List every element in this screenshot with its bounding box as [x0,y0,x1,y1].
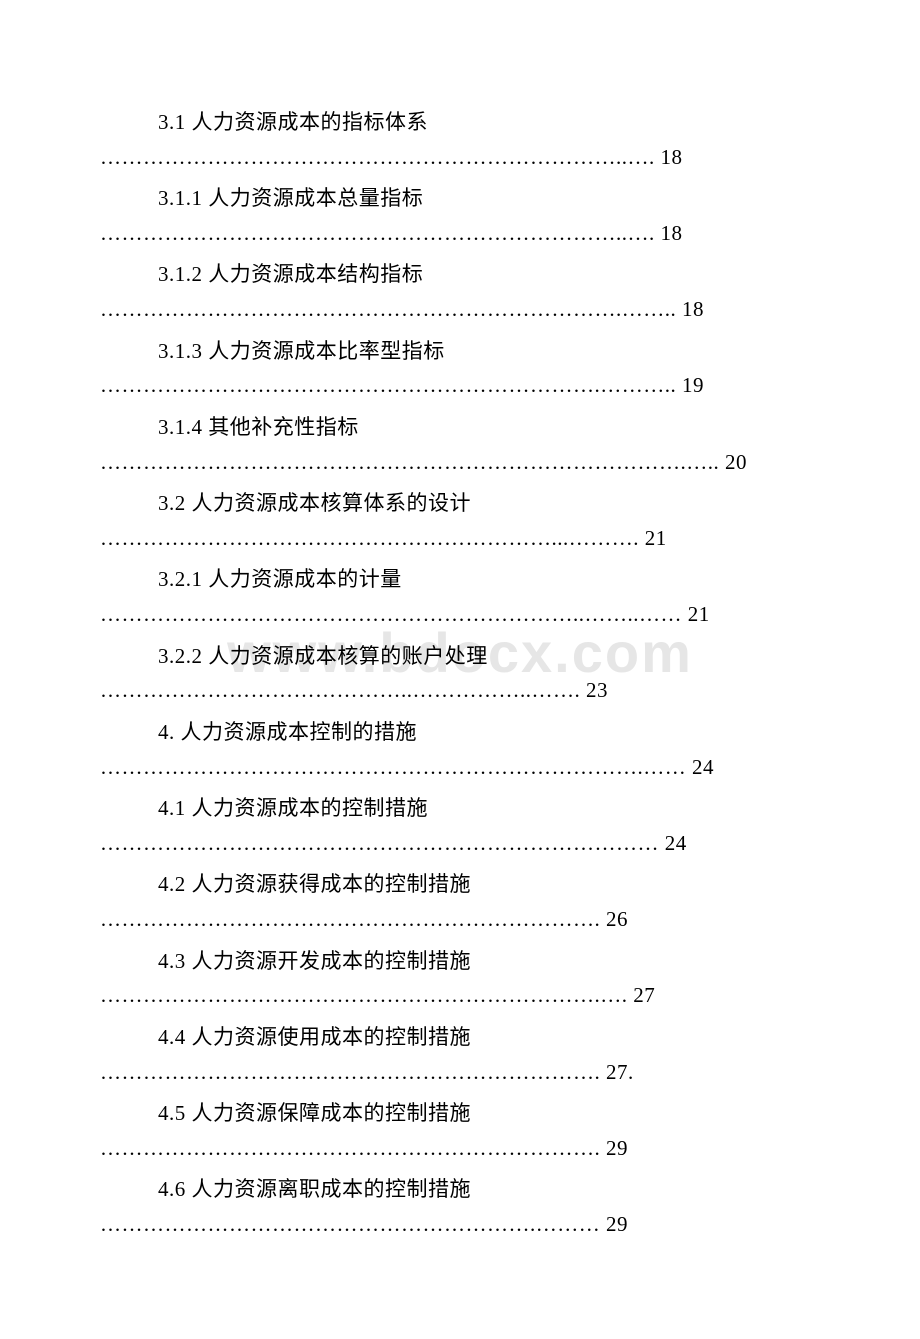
toc-title: 3.1.4 其他补充性指标 [100,410,820,446]
toc-title: 4.2 人力资源获得成本的控制措施 [100,867,820,903]
toc-leader: ……………………………………………………………. 27. [100,1056,820,1089]
toc-entry: 3.2.1 人力资源成本的计量 …………………………………………………………..… [100,562,820,630]
toc-title: 4.6 人力资源离职成本的控制措施 [100,1172,820,1208]
toc-entry: 4. 人力资源成本控制的措施 …………………………………………………………………… [100,715,820,783]
toc-title: 3.2.1 人力资源成本的计量 [100,562,820,598]
toc-entry: 4.6 人力资源离职成本的控制措施 …………………………………………………….…… [100,1172,820,1240]
toc-title: 4.1 人力资源成本的控制措施 [100,791,820,827]
toc-title: 3.1.1 人力资源成本总量指标 [100,181,820,217]
toc-title: 4.5 人力资源保障成本的控制措施 [100,1096,820,1132]
toc-title: 3.2.2 人力资源成本核算的账户处理 [100,639,820,675]
toc-leader: ……………………………………………………………….…….. 18 [100,293,820,326]
toc-leader: ……………………………………………………………. 29 [100,1132,820,1165]
toc-title: 4.3 人力资源开发成本的控制措施 [100,944,820,980]
toc-leader: ………………………………………………………...………. 21 [100,522,820,555]
toc-entry: 3.1 人力资源成本的指标体系 ………………………………………………………………… [100,105,820,173]
toc-leader: ………………………………………………………………..…. 18 [100,217,820,250]
toc-content: 3.1 人力资源成本的指标体系 ………………………………………………………………… [100,105,820,1241]
toc-entry: 3.1.1 人力资源成本总量指标 ……………………………………………………………… [100,181,820,249]
toc-leader: ……………………………………………………………. 26 [100,903,820,936]
toc-entry: 4.3 人力资源开发成本的控制措施 …………………………………………………………… [100,944,820,1012]
toc-leader: ………………………………………………………………..…. 18 [100,141,820,174]
toc-title: 3.1.2 人力资源成本结构指标 [100,257,820,293]
toc-entry: 3.1.4 其他补充性指标 ……………………………………………………………………… [100,410,820,478]
toc-leader: …………………………………………………………….……….. 19 [100,369,820,402]
toc-leader: …………………………………………………………………… 24 [100,827,820,860]
toc-leader: ……………………………………..……………..……. 23 [100,674,820,707]
toc-entry: 3.1.2 人力资源成本结构指标 ……………………………………………………………… [100,257,820,325]
toc-leader: …………………………………………………….……… 29 [100,1208,820,1241]
toc-entry: 3.1.3 人力资源成本比率型指标 …………………………………………………………… [100,334,820,402]
document-page: www.bdocx.com 3.1 人力资源成本的指标体系 …………………………… [0,0,920,1339]
toc-leader: …………………………………………………………..……..…… 21 [100,598,820,631]
toc-entry: 4.1 人力资源成本的控制措施 ………………………………………………………………… [100,791,820,859]
toc-title: 4.4 人力资源使用成本的控制措施 [100,1020,820,1056]
toc-leader: ………………………………………………………………….…… 24 [100,751,820,784]
toc-title: 3.1.3 人力资源成本比率型指标 [100,334,820,370]
toc-title: 3.1 人力资源成本的指标体系 [100,105,820,141]
toc-entry: 3.2 人力资源成本核算体系的设计 ……………………………………………………….… [100,486,820,554]
toc-title: 3.2 人力资源成本核算体系的设计 [100,486,820,522]
toc-leader: ……………………………………………………………………….….. 20 [100,446,820,479]
toc-entry: 4.2 人力资源获得成本的控制措施 …………………………………………………………… [100,867,820,935]
toc-leader: …………………………………………………………….…. 27 [100,979,820,1012]
toc-entry: 3.2.2 人力资源成本核算的账户处理 ……………………………………..…………… [100,639,820,707]
toc-entry: 4.5 人力资源保障成本的控制措施 …………………………………………………………… [100,1096,820,1164]
toc-entry: 4.4 人力资源使用成本的控制措施 …………………………………………………………… [100,1020,820,1088]
toc-title: 4. 人力资源成本控制的措施 [100,715,820,751]
